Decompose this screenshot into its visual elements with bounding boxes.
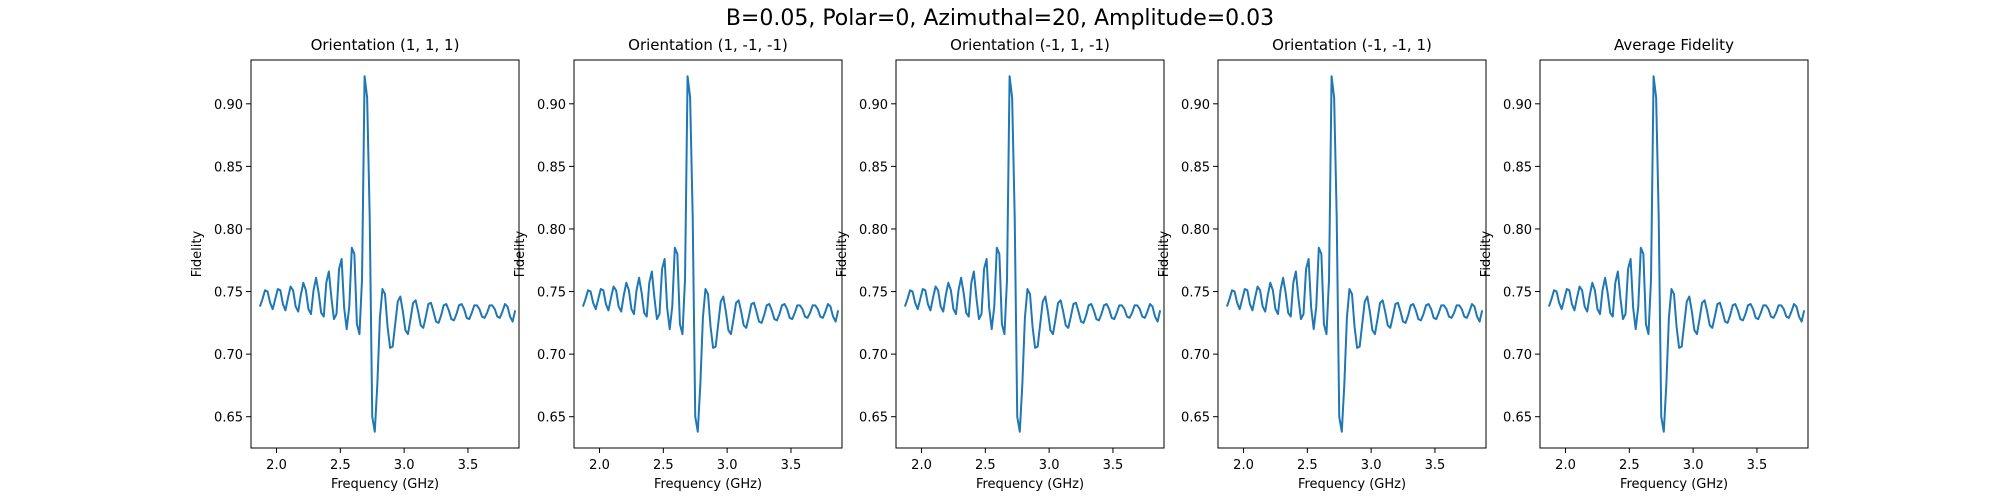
subplot-title: Orientation (1, 1, 1) [311,36,460,54]
y-tick-label: 0.85 [1503,160,1532,175]
y-tick-label: 0.90 [859,98,888,113]
y-tick-label: 0.70 [214,348,243,363]
y-axis-label: Fidelity [190,230,205,277]
y-tick-label: 0.85 [1181,160,1210,175]
y-tick-label: 0.90 [1181,98,1210,113]
x-tick-label: 2.5 [330,458,351,473]
x-tick-label: 3.0 [1039,458,1060,473]
series-line-1 [258,75,517,433]
y-tick-label: 0.65 [537,411,566,426]
subplot-title: Orientation (-1, -1, 1) [1272,36,1432,54]
axes-frame [895,59,1165,449]
y-tick-label: 0.80 [1503,223,1532,238]
y-tick-label: 0.70 [859,348,888,363]
y-tick-label: 0.65 [1181,411,1210,426]
series-line-1 [1225,75,1484,433]
axes-frame [1539,59,1809,449]
y-tick-label: 0.75 [537,286,566,301]
x-tick-label: 2.5 [653,458,674,473]
y-tick-label: 0.85 [214,160,243,175]
subplot-2: 2.0 2.5 3.0 3.5 0.65 0.70 0.75 0.80 0.85 0.90 Orie… [513,36,843,492]
y-tick-label: 0.70 [1503,348,1532,363]
axes-frame [1217,59,1487,449]
x-tick-label: 2.0 [1233,458,1254,473]
x-axis-label: Frequency (GHz) [654,477,762,492]
y-tick-label: 0.90 [1503,98,1532,113]
y-tick-label: 0.65 [214,411,243,426]
x-tick-label: 2.0 [589,458,610,473]
x-tick-label: 3.5 [458,458,479,473]
x-tick-label: 2.5 [975,458,996,473]
x-axis-label: Frequency (GHz) [331,477,439,492]
subplot-title: Orientation (1, -1, -1) [628,36,788,54]
x-tick-label: 2.0 [1555,458,1576,473]
y-tick-label: 0.70 [1181,348,1210,363]
subplot-title: Orientation (-1, 1, -1) [950,36,1110,54]
x-tick-label: 2.5 [1619,458,1640,473]
y-tick-label: 0.80 [859,223,888,238]
x-tick-label: 3.0 [1361,458,1382,473]
x-tick-label: 3.5 [1103,458,1124,473]
y-axis-label: Fidelity [1157,230,1172,277]
subplot-5: 2.0 2.5 3.0 3.5 0.65 0.70 0.75 0.80 0.85 0.90 Aver… [1479,36,1809,492]
x-tick-label: 2.5 [1297,458,1318,473]
y-tick-label: 0.65 [1503,411,1532,426]
y-tick-label: 0.75 [214,286,243,301]
x-axis-label: Frequency (GHz) [1620,477,1728,492]
x-tick-label: 3.0 [394,458,415,473]
x-tick-label: 2.0 [266,458,287,473]
y-axis-label: Fidelity [835,230,850,277]
x-tick-label: 3.5 [781,458,802,473]
y-tick-label: 0.85 [537,160,566,175]
y-tick-label: 0.80 [1181,223,1210,238]
series-line-1 [903,75,1162,433]
axes-frame [250,59,520,449]
x-tick-label: 3.0 [717,458,738,473]
x-axis-label: Frequency (GHz) [1298,477,1406,492]
y-tick-label: 0.75 [859,286,888,301]
y-tick-label: 0.70 [537,348,566,363]
y-tick-label: 0.80 [537,223,566,238]
x-tick-label: 3.0 [1683,458,1704,473]
figure-suptitle: B=0.05, Polar=0, Azimuthal=20, Amplitude… [725,6,1275,31]
x-tick-label: 3.5 [1425,458,1446,473]
y-tick-label: 0.75 [1503,286,1532,301]
y-tick-label: 0.85 [859,160,888,175]
subplot-3: 2.0 2.5 3.0 3.5 0.65 0.70 0.75 0.80 0.85 0.90 Orie… [835,36,1165,492]
y-axis-label: Fidelity [513,230,528,277]
subplot-1: 2.0 2.5 3.0 3.5 0.65 0.70 0.75 0.80 0.85 0.90 Orie… [190,36,520,492]
x-tick-label: 3.5 [1747,458,1768,473]
y-tick-label: 0.80 [214,223,243,238]
y-tick-label: 0.90 [214,98,243,113]
y-axis-label: Fidelity [1479,230,1494,277]
y-tick-label: 0.90 [537,98,566,113]
y-tick-label: 0.75 [1181,286,1210,301]
subplot-4: 2.0 2.5 3.0 3.5 0.65 0.70 0.75 0.80 0.85 0.90 Orie… [1157,36,1487,492]
series-line-1 [1547,75,1806,433]
series-line-1 [581,75,840,433]
x-tick-label: 2.0 [911,458,932,473]
subplot-title: Average Fidelity [1614,36,1734,54]
axes-frame [573,59,843,449]
x-axis-label: Frequency (GHz) [976,477,1084,492]
y-tick-label: 0.65 [859,411,888,426]
